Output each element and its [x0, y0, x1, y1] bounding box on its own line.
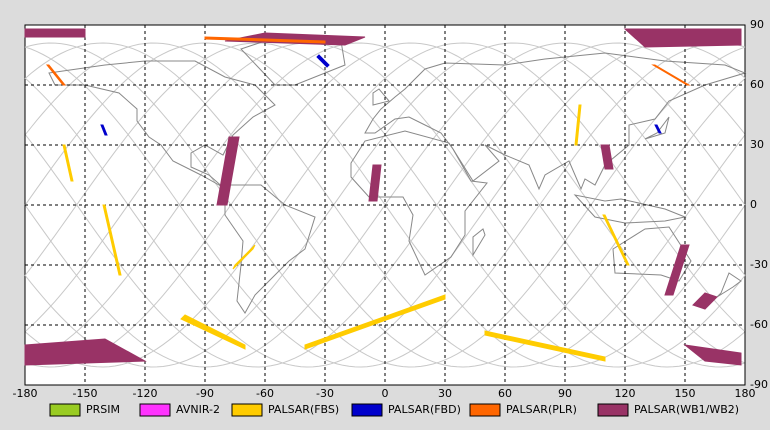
observation-strip	[368, 164, 382, 202]
x-tick-label: -150	[73, 387, 98, 400]
legend-swatch	[597, 403, 629, 417]
y-tick-label: -30	[750, 258, 768, 271]
x-tick-label: -120	[133, 387, 158, 400]
coastline	[48, 60, 276, 190]
legend-label: AVNIR-2	[176, 403, 220, 416]
axis-labels: -180 -150 -120 -90 -60 -30 0 30 60 90 120 150 180 90 6…	[13, 18, 768, 400]
observation-strips	[24, 28, 742, 366]
y-tick-label: 0	[750, 198, 757, 211]
legend-swatch	[139, 403, 171, 417]
x-tick-label: 150	[675, 387, 696, 400]
observation-strip	[24, 28, 86, 38]
observation-strip	[232, 244, 256, 270]
observation-strip	[316, 54, 330, 68]
legend-swatch	[49, 403, 81, 417]
y-tick-label: 30	[750, 138, 764, 151]
coastline	[644, 116, 670, 140]
y-tick-label: 90	[750, 18, 764, 31]
observation-strip	[664, 244, 690, 296]
legend-swatch	[351, 403, 383, 417]
observation-strip	[692, 292, 718, 310]
coastline	[224, 184, 316, 314]
x-tick-label: -90	[196, 387, 214, 400]
x-tick-label: 90	[558, 387, 572, 400]
coastline	[472, 228, 486, 257]
x-tick-label: 60	[498, 387, 512, 400]
legend-label: PALSAR(FBD)	[388, 403, 461, 416]
x-tick-label: 180	[735, 387, 756, 400]
observation-strip	[24, 338, 147, 366]
legend-label: PALSAR(FBS)	[268, 403, 339, 416]
coastline	[716, 272, 742, 298]
y-tick-label: 60	[750, 78, 764, 91]
observation-strip	[180, 314, 246, 350]
observation-strip	[204, 36, 326, 44]
observation-strip	[100, 124, 108, 136]
observation-strip	[651, 64, 691, 86]
legend-label: PALSAR(PLR)	[506, 403, 577, 416]
observation-strip	[574, 104, 582, 146]
observation-strip	[102, 204, 122, 276]
x-tick-label: 0	[382, 387, 389, 400]
observation-strip	[623, 28, 742, 48]
observation-strip	[654, 124, 662, 134]
y-tick-label: -90	[750, 378, 768, 391]
observation-strip	[484, 330, 606, 362]
observation-strip	[304, 294, 446, 350]
legend: PRSIM AVNIR-2 PALSAR(FBS) PALSAR(FBD) PALSAR…	[49, 403, 739, 417]
coastline	[350, 130, 488, 276]
legend-swatch	[231, 403, 263, 417]
x-tick-label: 30	[438, 387, 452, 400]
x-tick-label: -30	[316, 387, 334, 400]
y-tick-label: -60	[750, 318, 768, 331]
observation-strip	[602, 214, 630, 266]
x-tick-label: -180	[13, 387, 38, 400]
legend-label: PALSAR(WB1/WB2)	[634, 403, 739, 416]
observation-strip	[216, 136, 240, 206]
observation-strip	[62, 144, 74, 182]
x-tick-label: -60	[256, 387, 274, 400]
observation-strip	[600, 144, 614, 170]
observation-strip	[683, 344, 742, 366]
x-tick-label: 120	[615, 387, 636, 400]
legend-swatch	[469, 403, 501, 417]
coastline	[372, 88, 390, 106]
legend-label: PRSIM	[86, 403, 120, 416]
grid	[24, 24, 746, 386]
observation-strip	[45, 64, 67, 86]
